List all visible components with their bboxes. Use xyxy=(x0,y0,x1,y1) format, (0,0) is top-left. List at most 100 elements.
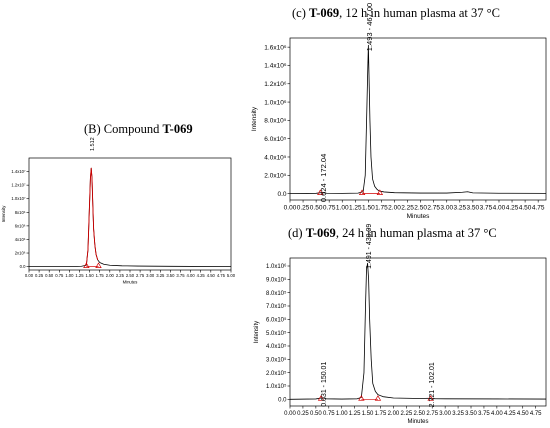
y-tick-label: 5.0x10⁵ xyxy=(266,330,287,337)
x-tick-label: 1.75 xyxy=(375,411,387,417)
chromatogram-trace xyxy=(29,167,232,268)
title-suffix: , 12 h in human plasma at 37 °C xyxy=(339,6,500,20)
plot-frame xyxy=(289,257,547,407)
x-tick-label: 2.00 xyxy=(106,273,115,278)
x-axis-label: Minutes xyxy=(123,279,138,284)
x-tick-label: 1.50 xyxy=(86,273,95,278)
x-tick-label: 4.50 xyxy=(517,411,529,417)
x-tick-label: 4.00 xyxy=(187,273,196,278)
peak-marker xyxy=(358,395,365,401)
y-tick-label: 0.0 xyxy=(20,264,26,269)
compound-name: T-069 xyxy=(305,226,336,240)
peak-label: 0.631 - 150.01 xyxy=(321,362,328,407)
x-tick-label: 1.00 xyxy=(336,205,349,212)
x-tick-label: 3.75 xyxy=(176,273,185,278)
y-tick-label: 1.0x10⁷ xyxy=(11,196,26,201)
x-tick-label: 4.25 xyxy=(506,205,519,212)
x-tick-label: 3.00 xyxy=(440,205,453,212)
peak-label: 1.512 xyxy=(90,137,96,151)
peak-label: 1.491 - 430.09 xyxy=(366,224,373,269)
x-tick-label: 0.75 xyxy=(323,411,335,417)
y-tick-label: 3.0x10⁵ xyxy=(266,356,287,363)
plot-frame xyxy=(28,157,232,271)
x-tick-label: 3.75 xyxy=(480,205,493,212)
peak-marker xyxy=(376,189,384,195)
x-tick-label: 4.50 xyxy=(207,273,216,278)
chromatogram-trace xyxy=(289,44,547,194)
x-tick-label: 0.50 xyxy=(310,411,322,417)
x-tick-label: 0.00 xyxy=(284,411,296,417)
y-tick-label: 6.0x10⁵ xyxy=(264,136,287,143)
title-prefix: (d) xyxy=(288,226,306,240)
x-tick-label: 4.00 xyxy=(493,205,506,212)
chromatogram-d: 0.00 0.25 0.50 0.75 1.00 1.25 1.50 1.75 2.00 2.25… xyxy=(254,224,547,425)
x-tick-label: 1.50 xyxy=(362,205,375,212)
x-tick-label: 0.75 xyxy=(55,273,64,278)
x-tick-label: 1.25 xyxy=(75,273,84,278)
x-tick-label: 3.25 xyxy=(156,273,165,278)
y-axis-label: Intensity xyxy=(251,106,258,131)
peak-marker xyxy=(317,189,324,195)
chromatogram-b: 0.00 0.25 0.50 0.75 1.00 1.25 1.50 1.75 2.00 2.25… xyxy=(1,137,236,284)
x-tick-label: 2.25 xyxy=(401,411,413,417)
y-tick-label: 4x10⁶ xyxy=(15,237,26,242)
panel-title-d: (d) T-069, 24 h in human plasma at 37 °C xyxy=(288,226,497,241)
x-tick-label: 4.25 xyxy=(504,411,516,417)
peak-label: 0.624 - 172.04 xyxy=(319,154,328,202)
x-tick-label: 1.00 xyxy=(65,273,74,278)
y-tick-label: 8x10⁶ xyxy=(15,210,26,215)
integrated-peak-trace xyxy=(85,167,99,266)
x-tick-label: 2.75 xyxy=(136,273,145,278)
x-tick-label: 2.25 xyxy=(116,273,125,278)
y-tick-label: 8.0x10⁵ xyxy=(264,118,287,125)
title-prefix: (c) xyxy=(292,6,309,20)
y-tick-label: 0.0 xyxy=(278,397,287,403)
x-tick-label: 2.25 xyxy=(401,205,414,212)
title-prefix: (B) Compound xyxy=(84,122,163,136)
peak-marker xyxy=(358,189,366,195)
x-tick-label: 0.00 xyxy=(284,205,297,212)
x-tick-label: 3.00 xyxy=(146,273,155,278)
y-tick-label: 1.2x10⁷ xyxy=(11,183,26,188)
x-tick-label: 4.75 xyxy=(217,273,226,278)
x-tick-label: 1.25 xyxy=(349,411,361,417)
peak-marker xyxy=(427,395,434,401)
y-tick-label: 2x10⁶ xyxy=(15,251,26,256)
x-tick-label: 4.75 xyxy=(532,205,545,212)
x-tick-label: 1.75 xyxy=(375,205,388,212)
x-tick-label: 3.00 xyxy=(439,411,451,417)
y-tick-label: 1.0x10⁶ xyxy=(266,263,287,270)
y-tick-label: 9.0x10⁵ xyxy=(266,276,287,283)
chromatogram-c: 0.00 0.25 0.50 0.75 1.00 1.25 1.50 1.75 2.00 2.25… xyxy=(251,3,547,220)
y-tick-label: 1.2x10⁶ xyxy=(264,81,287,88)
y-tick-label: 2.0x10⁵ xyxy=(266,370,287,377)
y-tick-label: 4.0x10⁵ xyxy=(266,343,287,350)
y-tick-label: 1.0x10⁶ xyxy=(264,99,287,106)
x-tick-label: 4.75 xyxy=(530,411,542,417)
x-tick-label: 4.00 xyxy=(491,411,503,417)
peak-marker xyxy=(95,262,102,268)
x-tick-label: 0.50 xyxy=(45,273,54,278)
x-tick-label: 2.50 xyxy=(413,411,425,417)
y-tick-label: 2.0x10⁵ xyxy=(264,173,287,180)
x-tick-label: 1.00 xyxy=(336,411,348,417)
plot-frame xyxy=(289,37,547,201)
peak-label: 1.493 - 467.00 xyxy=(365,3,374,51)
x-tick-label: 3.25 xyxy=(452,411,464,417)
x-tick-label: 3.50 xyxy=(166,273,175,278)
chromatogram-trace xyxy=(289,262,547,400)
y-tick-label: 0.0 xyxy=(277,191,286,198)
compound-name: T-069 xyxy=(162,122,193,136)
title-suffix: , 24 h in human plasma at 37 °C xyxy=(335,226,497,240)
x-tick-label: 4.25 xyxy=(197,273,206,278)
x-tick-label: 0.25 xyxy=(35,273,44,278)
panel-title-b: (B) Compound T-069 xyxy=(84,122,193,137)
x-tick-label: 2.75 xyxy=(427,205,440,212)
y-tick-label: 1.4x10⁷ xyxy=(11,169,26,174)
x-tick-label: 2.50 xyxy=(126,273,135,278)
x-tick-label: 0.25 xyxy=(297,411,309,417)
x-tick-label: 0.50 xyxy=(310,205,323,212)
x-tick-label: 1.25 xyxy=(349,205,362,212)
x-tick-label: 2.75 xyxy=(426,411,438,417)
x-tick-label: 5.00 xyxy=(227,273,236,278)
